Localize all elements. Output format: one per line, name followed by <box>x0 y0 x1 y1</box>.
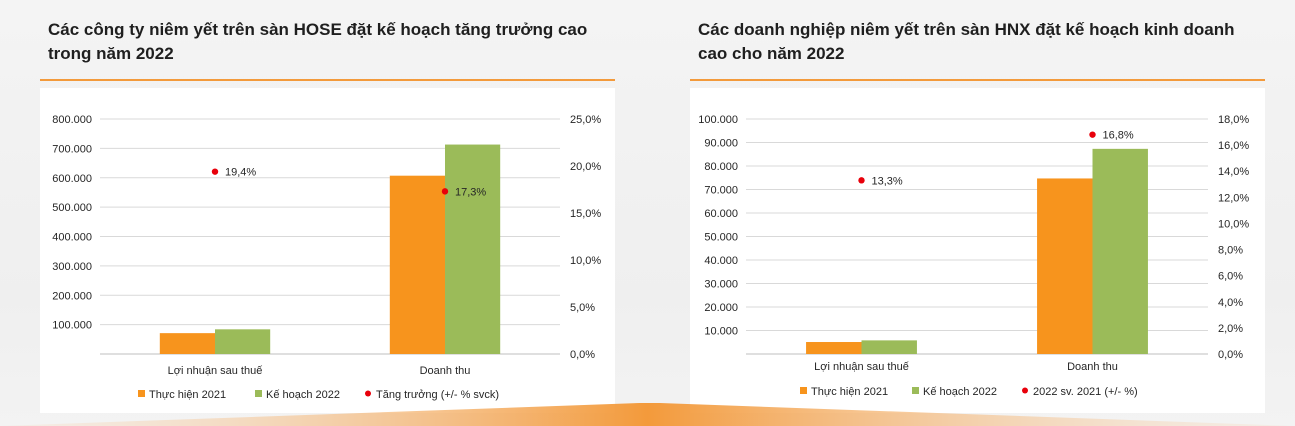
left-axis-tick-label: 100.000 <box>52 320 92 332</box>
right-axis-tick-label: 16,0% <box>1218 140 1249 152</box>
growth-data-label: 13,3% <box>872 175 903 187</box>
growth-point <box>211 168 219 175</box>
growth-data-label: 16,8% <box>1103 130 1134 142</box>
bar-thuc-hien-2021 <box>806 342 862 354</box>
left-axis-tick-label: 40.000 <box>704 255 738 267</box>
left-axis-tick-label: 200.000 <box>52 290 92 302</box>
bar-thuc-hien-2021 <box>1037 178 1093 354</box>
right-axis-tick-label: 8,0% <box>1218 245 1243 257</box>
left-axis-tick-label: 60.000 <box>704 208 738 220</box>
legend-swatch <box>800 387 807 394</box>
left-axis-tick-label: 70.000 <box>704 185 738 197</box>
bar-ke-hoach-2022 <box>861 340 917 354</box>
left-axis-tick-label: 10.000 <box>704 326 738 338</box>
right-axis-tick-label: 0,0% <box>570 349 595 361</box>
right-axis-tick-label: 14,0% <box>1218 166 1249 178</box>
right-axis-tick-label: 15,0% <box>570 208 601 220</box>
hose-chart-title: Các công ty niêm yết trên sàn HOSE đặt k… <box>48 20 588 63</box>
right-axis-tick-label: 18,0% <box>1218 114 1249 126</box>
bar-thuc-hien-2021 <box>389 175 445 354</box>
growth-point <box>1089 131 1096 138</box>
bar-thuc-hien-2021 <box>159 333 215 354</box>
left-axis-tick-label: 700.000 <box>52 143 92 155</box>
hnx-chart-area: 10.000 20.000 30.000 40.000 50.000 60.000 70.0… <box>690 88 1265 413</box>
category-label: Lợi nhuận sau thuế <box>168 365 263 377</box>
right-axis-tick-label: 20,0% <box>570 161 601 173</box>
left-axis-tick-label: 30.000 <box>704 279 738 291</box>
category-label: Doanh thu <box>1067 361 1118 373</box>
hose-chart-svg: 100.000 200.000 300.000 400.000 500.000 600.0… <box>52 114 601 401</box>
left-axis-tick-label: 300.000 <box>52 261 92 273</box>
growth-data-label: 17,3% <box>455 186 486 198</box>
legend-label: Kế hoạch 2022 <box>266 389 340 401</box>
left-axis-tick-label: 800.000 <box>52 114 92 126</box>
right-axis-tick-label: 25,0% <box>570 114 601 126</box>
left-axis-tick-label: 400.000 <box>52 232 92 244</box>
left-axis-tick-label: 90.000 <box>704 138 738 150</box>
legend-label: 2022 sv. 2021 (+/- %) <box>1033 386 1138 398</box>
left-axis-tick-label: 500.000 <box>52 202 92 214</box>
legend-label: Thực hiện 2021 <box>149 389 226 401</box>
legend-swatch <box>255 390 262 397</box>
title-divider <box>40 79 615 81</box>
growth-point <box>858 177 865 184</box>
category-label: Doanh thu <box>420 365 471 377</box>
right-axis-tick-label: 10,0% <box>1218 218 1249 230</box>
left-axis-tick-label: 20.000 <box>704 302 738 314</box>
left-axis-tick-label: 80.000 <box>704 161 738 173</box>
title-divider <box>690 79 1265 81</box>
bar-ke-hoach-2022 <box>1092 148 1148 354</box>
decorative-bottom-band <box>0 403 1295 426</box>
category-label: Lợi nhuận sau thuế <box>814 361 909 373</box>
right-axis-tick-label: 2,0% <box>1218 323 1243 335</box>
legend-label: Tăng trưởng (+/- % svck) <box>376 389 499 401</box>
right-axis-tick-label: 10,0% <box>570 255 601 267</box>
legend-marker <box>365 390 371 397</box>
left-axis-tick-label: 50.000 <box>704 232 738 244</box>
left-axis-tick-label: 600.000 <box>52 173 92 185</box>
hnx-chart-svg: 10.000 20.000 30.000 40.000 50.000 60.000 70.0… <box>698 114 1249 398</box>
left-axis-tick-label: 100.000 <box>698 114 738 126</box>
legend-marker <box>1022 387 1028 394</box>
hnx-chart-title: Các doanh nghiệp niêm yết trên sàn HNX đ… <box>698 20 1235 63</box>
growth-data-label: 19,4% <box>225 167 256 179</box>
right-axis-tick-label: 6,0% <box>1218 271 1243 283</box>
growth-point <box>441 188 449 195</box>
bar-ke-hoach-2022 <box>215 329 271 354</box>
legend-swatch <box>138 390 145 397</box>
right-axis-tick-label: 12,0% <box>1218 192 1249 204</box>
hose-chart-area: 100.000 200.000 300.000 400.000 500.000 600.0… <box>40 88 615 413</box>
right-axis-tick-label: 4,0% <box>1218 297 1243 309</box>
legend-label: Kế hoạch 2022 <box>923 386 997 398</box>
right-axis-tick-label: 5,0% <box>570 302 595 314</box>
legend-swatch <box>912 387 919 394</box>
bar-ke-hoach-2022 <box>445 144 501 354</box>
legend-label: Thực hiện 2021 <box>811 386 888 398</box>
right-axis-tick-label: 0,0% <box>1218 349 1243 361</box>
